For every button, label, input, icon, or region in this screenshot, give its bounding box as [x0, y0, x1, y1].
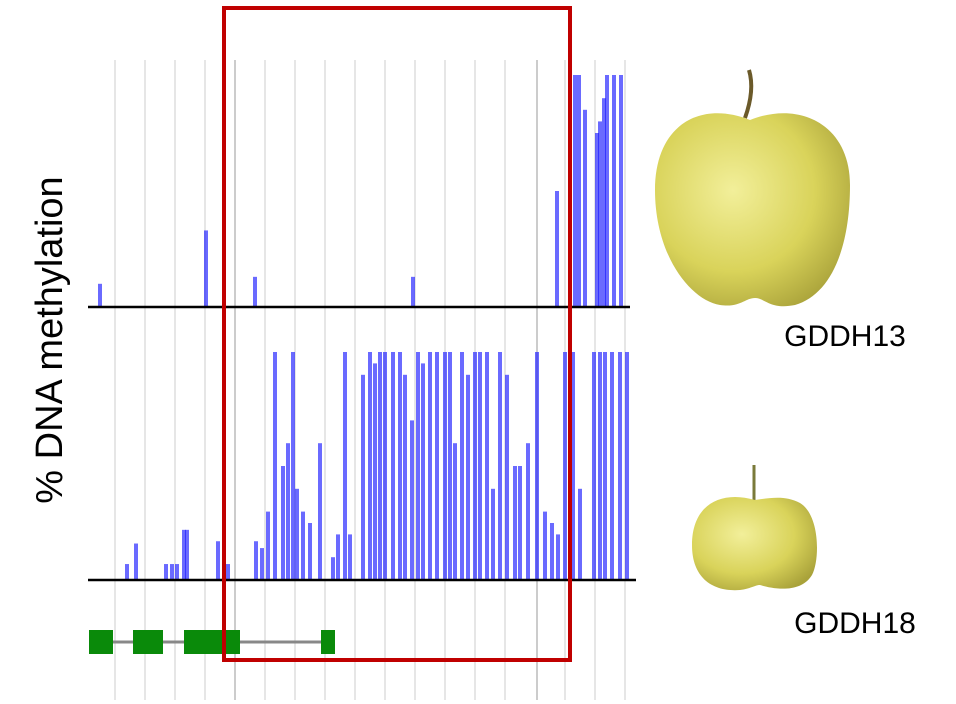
- bar: [555, 191, 559, 307]
- bar: [254, 541, 258, 580]
- bar: [368, 352, 372, 580]
- bar: [398, 352, 402, 580]
- bar: [336, 534, 340, 580]
- bar: [216, 541, 220, 580]
- bar: [331, 557, 335, 580]
- bar: [453, 443, 457, 580]
- apple-large: [655, 70, 850, 306]
- bar: [583, 110, 587, 307]
- bar: [612, 75, 616, 307]
- bar: [578, 489, 582, 580]
- bar: [498, 352, 502, 580]
- bar: [260, 548, 264, 580]
- bar: [577, 75, 581, 307]
- apple-small: [692, 465, 817, 590]
- bar: [573, 75, 577, 307]
- bar: [348, 534, 352, 580]
- bar: [361, 375, 365, 580]
- bar: [478, 352, 482, 580]
- bar: [416, 352, 420, 580]
- bar: [466, 375, 470, 580]
- bar: [610, 352, 614, 580]
- y-axis-label: % DNA methylation: [29, 176, 71, 503]
- bar: [411, 277, 415, 307]
- bar: [603, 352, 607, 580]
- bar: [125, 564, 129, 580]
- bar: [428, 352, 432, 580]
- bar: [403, 375, 407, 580]
- bar: [286, 443, 290, 580]
- bar: [308, 523, 312, 580]
- bar: [518, 466, 522, 580]
- bar: [526, 443, 530, 580]
- bar: [535, 352, 539, 580]
- gene-model: [89, 630, 335, 654]
- bar: [473, 352, 477, 580]
- bar: [273, 352, 277, 580]
- bar: [592, 352, 596, 580]
- bar: [505, 375, 509, 580]
- bar: [301, 512, 305, 580]
- bar: [318, 443, 322, 580]
- bar: [383, 352, 387, 580]
- bar: [98, 284, 102, 307]
- bar: [625, 352, 629, 580]
- bar: [563, 352, 567, 580]
- bar: [448, 352, 452, 580]
- bar: [226, 564, 230, 580]
- bar: [410, 420, 414, 580]
- bar: [421, 363, 425, 580]
- bar: [391, 352, 395, 580]
- bar: [175, 564, 179, 580]
- bar: [170, 564, 174, 580]
- bar: [460, 352, 464, 580]
- bar: [598, 121, 602, 307]
- sample-label: GDDH18: [794, 607, 916, 640]
- bar: [513, 466, 517, 580]
- bar: [618, 352, 622, 580]
- bar: [185, 530, 189, 580]
- bar: [598, 352, 602, 580]
- bar: [378, 352, 382, 580]
- bar: [491, 489, 495, 580]
- bar: [295, 489, 299, 580]
- bar: [266, 512, 270, 580]
- bar: [281, 466, 285, 580]
- bar: [373, 363, 377, 580]
- bar: [550, 523, 554, 580]
- bar: [605, 75, 609, 307]
- bar: [443, 352, 447, 580]
- bar: [204, 230, 208, 307]
- bar: [556, 534, 560, 580]
- bar: [134, 544, 138, 580]
- bar: [164, 564, 168, 580]
- bar: [485, 352, 489, 580]
- bar: [291, 352, 295, 580]
- bar: [435, 352, 439, 580]
- sample-label: GDDH13: [784, 320, 906, 353]
- bar: [543, 512, 547, 580]
- bar: [343, 352, 347, 580]
- bar: [619, 75, 623, 307]
- bars: [98, 75, 629, 580]
- bar: [253, 277, 257, 307]
- figure: % DNA methylation GDDH13 GDDH18: [0, 0, 956, 704]
